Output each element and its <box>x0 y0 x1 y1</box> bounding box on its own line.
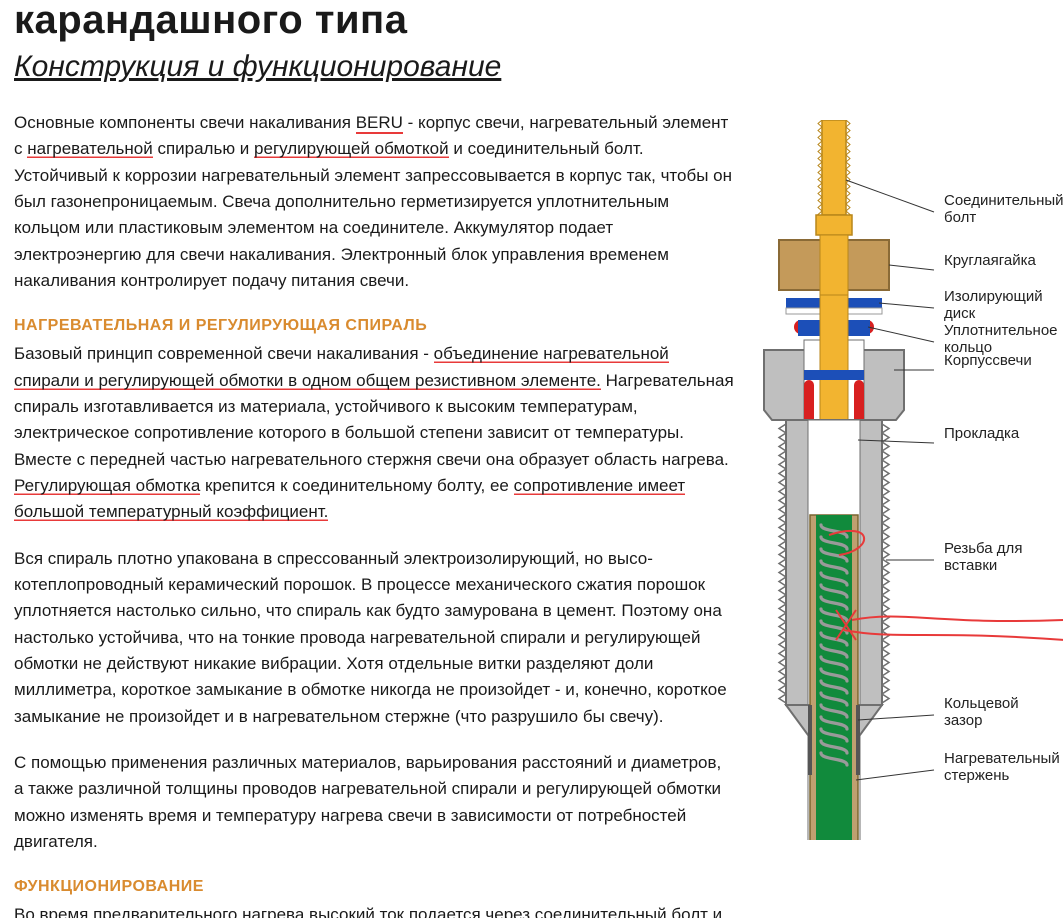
section-heading-spiral: НАГРЕВАТЕЛЬНАЯ И РЕГУЛИРУЮЩАЯ СПИРАЛЬ <box>14 314 734 339</box>
text-column: Основные компоненты свечи накаливания BE… <box>14 110 734 918</box>
paragraph-ceramic: Вся спираль плотно упакована в спрессова… <box>14 546 734 730</box>
text: крепится к соединительному болту, ее <box>200 476 513 495</box>
diagram-label-heater: Нагревательныйстержень <box>944 750 1060 785</box>
text-highlighted-beru: BERU <box>356 113 403 134</box>
paragraph-materials: С помощью применения различных материало… <box>14 750 734 855</box>
diagram-column: Соединительныйболт Круглаягайка Изолирую… <box>734 110 1049 830</box>
text-highlighted: Регулирующая обмотка <box>14 476 200 496</box>
diagram-label-iso-disk: Изолирующийдиск <box>944 288 1043 323</box>
paragraph-spiral: Базовый принцип современной свечи накали… <box>14 341 734 525</box>
diagram-label-body: Корпуссвечи <box>944 352 1032 369</box>
diagram-label-bolt: Соединительныйболт <box>944 192 1063 227</box>
text-highlighted: регулирующей обмоткой <box>254 139 449 159</box>
diagram-label-nut: Круглаягайка <box>944 252 1036 269</box>
diagram-label-gasket: Прокладка <box>944 425 1019 442</box>
text: Основные компоненты свечи накаливания <box>14 113 356 132</box>
text: Базовый принцип современной свечи накали… <box>14 344 434 363</box>
text: спиралью и <box>153 139 254 158</box>
page-title-cut: карандашного типа <box>14 0 1049 40</box>
text: и соединитель­ный болт. Устойчивый к кор… <box>14 139 732 290</box>
paragraph-intro: Основные компоненты свечи накаливания BE… <box>14 110 734 294</box>
page-subtitle: Конструкция и функционирование <box>14 50 1049 84</box>
glow-plug-diagram <box>734 120 1063 840</box>
diagram-label-thread: Резьба длявставки <box>944 540 1022 575</box>
paragraph-function: Во время предварительного нагрева высоки… <box>14 902 734 918</box>
diagram-label-gap: Кольцевойзазор <box>944 695 1019 730</box>
text-highlighted: нагревательной <box>27 139 152 159</box>
section-heading-function: ФУНКЦИОНИРОВАНИЕ <box>14 875 734 900</box>
